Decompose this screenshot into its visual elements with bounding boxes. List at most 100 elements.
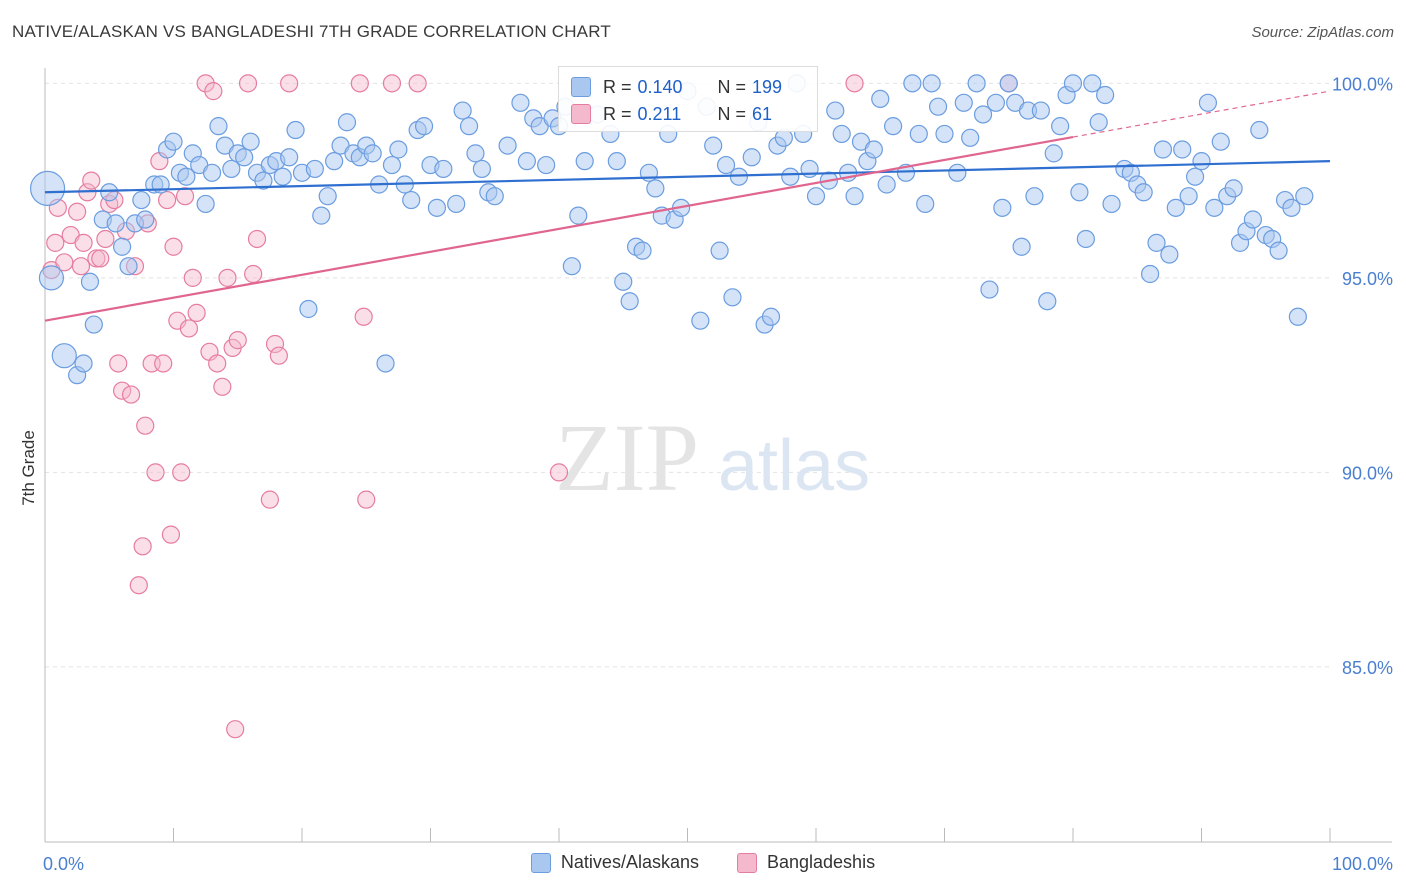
natives-point — [903, 74, 922, 93]
natives-point — [1282, 198, 1301, 217]
natives-point — [280, 148, 299, 167]
bangladeshis-point — [238, 74, 258, 93]
bangladeshis-point — [154, 354, 173, 373]
bangladeshis-point — [247, 229, 267, 249]
blue-swatch — [571, 77, 591, 97]
natives-point — [222, 159, 241, 179]
natives-point — [1179, 187, 1198, 206]
natives-point — [716, 155, 736, 175]
bangladeshis-point — [382, 74, 402, 93]
natives-point — [806, 187, 826, 206]
natives-point — [877, 175, 896, 194]
natives-point — [1198, 93, 1218, 112]
bangladeshis-point — [87, 249, 106, 268]
bangladeshis-point — [68, 202, 87, 221]
natives-point — [414, 117, 434, 136]
natives-point — [1166, 198, 1185, 217]
pink-swatch — [571, 104, 591, 124]
legend: Natives/Alaskans Bangladeshis — [0, 852, 1406, 873]
natives-point — [922, 74, 941, 93]
bangladeshis-point — [157, 190, 177, 210]
r-value-pink: 0.211 — [637, 103, 682, 124]
natives-point — [376, 354, 395, 373]
natives-point — [537, 155, 556, 175]
natives-point — [453, 101, 472, 120]
natives-point — [1140, 264, 1160, 284]
bangladeshis-point — [845, 74, 864, 93]
bangladeshis-point — [91, 249, 110, 268]
natives-point — [1173, 140, 1192, 159]
legend-item-bangladeshis[interactable]: Bangladeshis — [736, 852, 875, 873]
n-label: N = — [717, 103, 747, 124]
natives-points — [29, 74, 1314, 385]
natives-point — [1250, 120, 1269, 140]
bangladeshis-point — [146, 463, 165, 482]
natives-point — [1070, 183, 1089, 202]
natives-point — [485, 187, 504, 206]
natives-point — [100, 183, 119, 202]
natives-point — [1134, 183, 1153, 202]
y-axis-title: 7th Grade — [19, 430, 38, 506]
bangladeshis-point — [350, 74, 369, 93]
natives-point — [928, 97, 948, 116]
natives-point — [986, 93, 1006, 112]
y-tick-label: 100.0% — [1332, 74, 1393, 94]
source-label: Source: ZipAtlas.com — [1251, 24, 1394, 41]
natives-point — [710, 241, 729, 260]
natives-point — [363, 144, 382, 163]
natives-point — [434, 159, 453, 179]
natives-point — [973, 105, 993, 124]
bangladeshis-point — [265, 334, 285, 354]
bangladeshis-point — [112, 381, 132, 400]
natives-point — [337, 113, 357, 132]
natives-point — [112, 237, 132, 256]
bangladeshis-point — [172, 463, 191, 482]
natives-point — [871, 89, 890, 109]
bangladeshis-point — [133, 537, 152, 556]
legend-item-natives[interactable]: Natives/Alaskans — [530, 852, 699, 873]
bangladeshis-point — [46, 233, 65, 252]
bangladeshis-trend-line — [44, 135, 1074, 322]
natives-point — [1089, 113, 1108, 132]
y-tick-label: 90.0% — [1342, 463, 1393, 483]
bangladeshis-point — [244, 264, 263, 284]
bangladeshis-point — [354, 307, 373, 326]
natives-point — [299, 299, 318, 319]
natives-point — [569, 206, 588, 225]
natives-point — [1160, 245, 1179, 264]
natives-point — [209, 117, 228, 136]
bangladeshis-point — [357, 490, 376, 509]
natives-point — [1243, 210, 1263, 229]
bangladeshis-point — [408, 74, 427, 93]
natives-point — [84, 315, 103, 334]
r-value-blue: 0.140 — [637, 76, 683, 97]
bangladeshis-point — [218, 268, 237, 287]
natives-point — [1096, 85, 1115, 105]
natives-point — [614, 272, 633, 291]
natives-point — [948, 163, 967, 182]
natives-point — [196, 194, 215, 214]
stats-row-blue: R = 0.140 N = 199 — [571, 75, 782, 99]
r-label: R = — [603, 103, 632, 124]
natives-point — [832, 124, 851, 144]
natives-point — [312, 206, 331, 225]
bangladeshis-trend-extension — [1072, 90, 1331, 138]
natives-point — [517, 152, 536, 171]
bangladeshis-point — [109, 354, 128, 373]
natives-point — [1224, 179, 1243, 198]
watermark-zip: ZIP — [555, 404, 699, 511]
bangladeshis-point — [213, 377, 232, 396]
natives-point — [402, 190, 421, 210]
natives-point — [132, 190, 151, 210]
natives-point — [511, 93, 530, 112]
natives-point — [1147, 233, 1166, 252]
bangladeshis-point — [208, 354, 227, 373]
natives-point — [1063, 74, 1083, 93]
natives-point — [177, 167, 196, 186]
natives-point — [1295, 187, 1314, 206]
natives-point — [575, 152, 594, 171]
natives-point — [119, 257, 138, 276]
natives-point — [74, 354, 93, 373]
y-tick-label: 95.0% — [1342, 269, 1393, 289]
